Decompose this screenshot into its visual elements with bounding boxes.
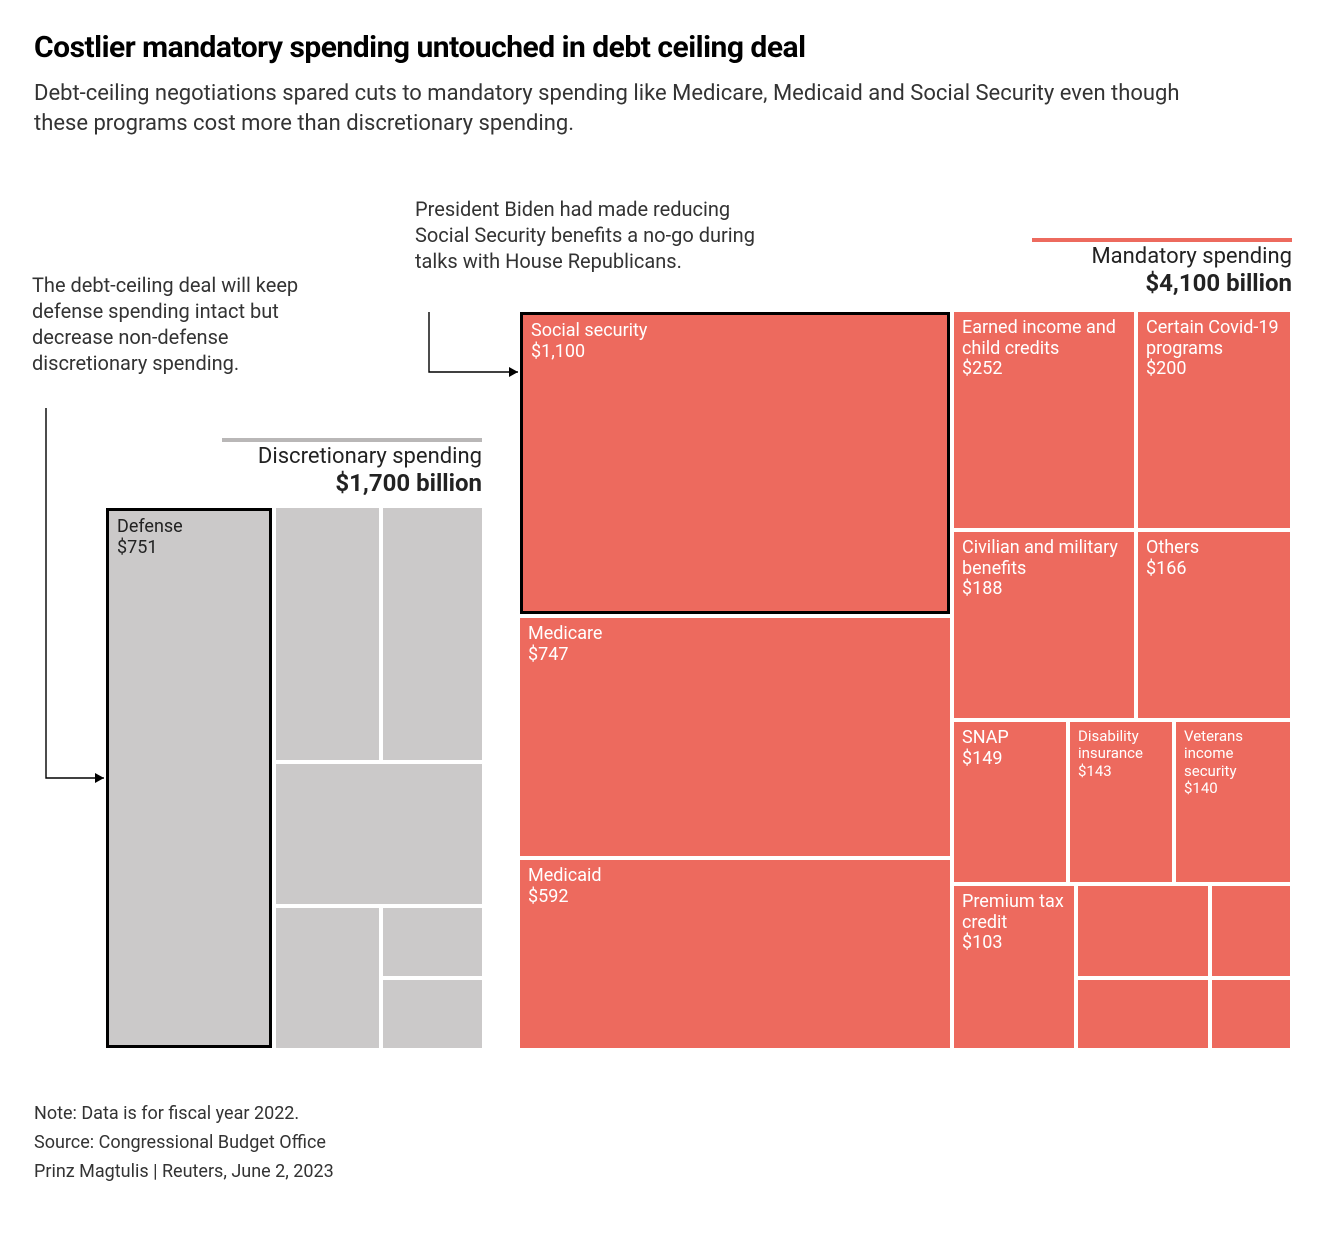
treemap-cell-label: Social security <box>531 321 939 342</box>
discretionary-title: Discretionary spending <box>222 444 482 469</box>
treemap-cell-value: $1,100 <box>531 342 939 363</box>
treemap-cell-b2 <box>383 508 482 760</box>
treemap-cell-b5 <box>383 908 482 976</box>
treemap-cell-u3 <box>1078 980 1208 1048</box>
treemap-cell-value: $103 <box>962 933 1066 954</box>
treemap-cell-eitc: Earned income and child credits$252 <box>954 312 1134 528</box>
treemap-cell-value: $143 <box>1078 763 1164 780</box>
mandatory-title: Mandatory spending <box>1032 244 1292 269</box>
annotation-mandatory: President Biden had made reducing Social… <box>415 196 755 274</box>
mandatory-treemap: Social security$1,100Medicare$747Medicai… <box>520 312 1290 1048</box>
treemap-cell-label: Certain Covid-19 programs <box>1146 318 1282 359</box>
treemap-cell-b6 <box>383 980 482 1048</box>
treemap-cell-label: Medicare <box>528 624 942 645</box>
treemap-cell-label: Civilian and military benefits <box>962 538 1126 579</box>
treemap-cell-snap: SNAP$149 <box>954 722 1066 882</box>
treemap-cell-premium: Premium tax credit$103 <box>954 886 1074 1048</box>
mandatory-underline <box>1032 238 1292 242</box>
treemap-cell-defense: Defense$751 <box>106 508 272 1048</box>
treemap-cell-social_security: Social security$1,100 <box>520 312 950 614</box>
mandatory-header: Mandatory spending $4,100 billion <box>1032 238 1292 297</box>
treemap-cell-label: Defense <box>117 517 261 538</box>
chart-note: Note: Data is for fiscal year 2022. <box>34 1100 334 1129</box>
treemap-cell-medicaid: Medicaid$592 <box>520 860 950 1048</box>
chart-source: Source: Congressional Budget Office <box>34 1129 334 1158</box>
treemap-cell-value: $140 <box>1184 780 1282 797</box>
treemap-cell-value: $747 <box>528 645 942 666</box>
treemap-cell-value: $149 <box>962 749 1058 770</box>
treemap-cell-label: Others <box>1146 538 1282 559</box>
chart-byline: Prinz Magtulis | Reuters, June 2, 2023 <box>34 1158 334 1187</box>
treemap-cell-label: Veterans income security <box>1184 728 1282 780</box>
treemap-cell-medicare: Medicare$747 <box>520 618 950 856</box>
annotation-discretionary: The debt-ceiling deal will keep defense … <box>32 272 332 376</box>
treemap-cell-b1 <box>276 508 379 760</box>
treemap-cell-label: Disability insurance <box>1078 728 1164 763</box>
treemap-cell-value: $166 <box>1146 559 1282 580</box>
treemap-cell-veterans: Veterans income security$140 <box>1176 722 1290 882</box>
discretionary-underline <box>222 438 482 442</box>
treemap-cell-b4 <box>276 908 379 1048</box>
treemap-cell-label: SNAP <box>962 728 1058 749</box>
treemap-cell-value: $751 <box>117 538 261 559</box>
treemap-cell-civmil: Civilian and military benefits$188 <box>954 532 1134 718</box>
chart-subtitle: Debt-ceiling negotiations spared cuts to… <box>34 79 1194 138</box>
treemap-cell-label: Medicaid <box>528 866 942 887</box>
treemap-cell-label: Premium tax credit <box>962 892 1066 933</box>
treemap-cell-label: Earned income and child credits <box>962 318 1126 359</box>
treemap-cell-value: $592 <box>528 887 942 908</box>
chart-title: Costlier mandatory spending untouched in… <box>34 30 1286 65</box>
treemap-cell-u2 <box>1212 886 1290 976</box>
treemap-cell-value: $252 <box>962 359 1126 380</box>
treemap-cell-others: Others$166 <box>1138 532 1290 718</box>
treemap-cell-value: $188 <box>962 579 1126 600</box>
discretionary-header: Discretionary spending $1,700 billion <box>222 438 482 497</box>
treemap-cell-covid: Certain Covid-19 programs$200 <box>1138 312 1290 528</box>
treemap-cell-u4 <box>1212 980 1290 1048</box>
mandatory-total: $4,100 billion <box>1032 269 1292 297</box>
discretionary-total: $1,700 billion <box>222 469 482 497</box>
discretionary-treemap: Defense$751 <box>106 508 482 1048</box>
chart-footer: Note: Data is for fiscal year 2022. Sour… <box>34 1100 334 1186</box>
treemap-cell-u1 <box>1078 886 1208 976</box>
treemap-cell-value: $200 <box>1146 359 1282 380</box>
treemap-cell-b3 <box>276 764 482 904</box>
treemap-cell-disability: Disability insurance$143 <box>1070 722 1172 882</box>
